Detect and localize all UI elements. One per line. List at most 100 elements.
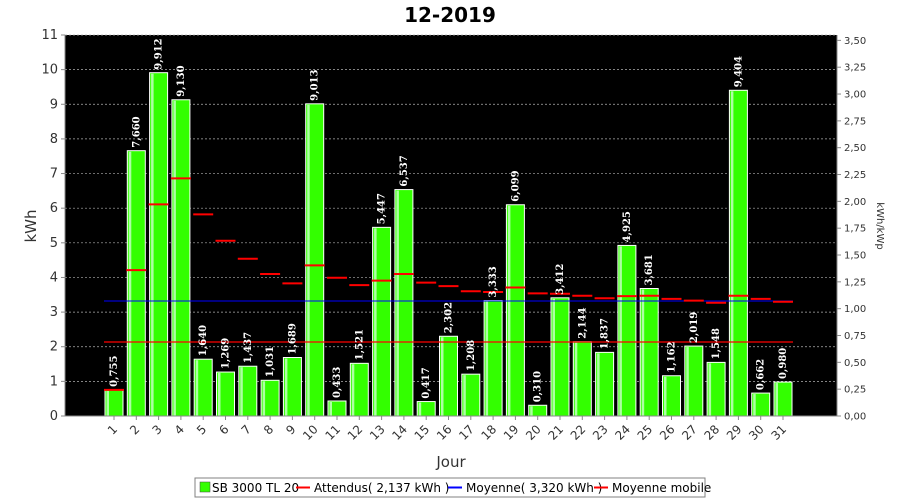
data-label: 1,162	[667, 341, 678, 372]
y-tick-label: 10	[41, 63, 58, 78]
data-label: 1,640	[198, 325, 209, 356]
y2-tick-label: 0,25	[844, 385, 866, 396]
data-label: 7,660	[131, 116, 142, 147]
y-tick-label: 7	[50, 167, 58, 182]
data-label: 1,837	[600, 318, 611, 349]
bar-highlight	[262, 381, 266, 416]
data-label: 9,130	[176, 65, 187, 96]
data-label: 0,310	[533, 371, 544, 402]
bar-highlight	[485, 301, 489, 416]
legend-label: Moyenne mobile	[612, 481, 711, 495]
x-tick-label: 10	[300, 422, 321, 443]
y2-tick-label: 2,50	[844, 143, 866, 154]
legend-swatch	[199, 481, 211, 493]
data-label: 9,912	[154, 38, 165, 69]
x-tick-label: 18	[479, 422, 500, 443]
y2-tick-label: 3,50	[844, 36, 866, 47]
x-tick-label: 1	[105, 422, 120, 437]
x-tick-label: 11	[322, 422, 343, 443]
bar-highlight	[307, 104, 310, 417]
y-tick-label: 2	[50, 340, 58, 355]
data-label: 0,433	[332, 367, 343, 398]
legend-label: Moyenne( 3,320 kWh )	[466, 481, 602, 495]
y2-tick-label: 3,25	[844, 63, 866, 74]
x-tick-label: 8	[261, 422, 276, 437]
y-axis-right: 0,00 0,25 0,50 0,75 1,00 1,25 1,50 1,75 2,00 2,25…	[836, 35, 866, 423]
data-label: 2,144	[577, 307, 588, 338]
bar-highlight	[619, 246, 622, 416]
data-label: 3,412	[555, 263, 566, 294]
data-labels: 0,755 7,660 9,912 9,130 1,640 1,269 1,437 1,031…	[109, 38, 789, 402]
x-tick-label: 24	[612, 422, 633, 443]
bar-highlight	[106, 390, 109, 416]
x-tick-label: 21	[545, 422, 566, 443]
bar-highlight	[597, 353, 600, 416]
x-axis-title: Jour	[435, 453, 466, 471]
y-axis-title: kWh	[22, 209, 40, 242]
data-label: 3,333	[488, 266, 499, 297]
x-tick-label: 7	[239, 422, 254, 437]
bar-highlight	[641, 289, 645, 416]
bar-highlight	[418, 402, 422, 416]
x-tick-label: 17	[456, 422, 477, 443]
y2-tick-label: 2,00	[844, 197, 866, 208]
data-label: 3,681	[644, 254, 655, 285]
bar-highlight	[530, 406, 533, 416]
x-tick-label: 30	[746, 422, 767, 443]
y2-tick-label: 2,25	[844, 170, 866, 181]
y-tick-label: 0	[50, 409, 58, 424]
bar-highlight	[195, 360, 199, 416]
bar-highlight	[552, 298, 555, 416]
y2-tick-label: 1,00	[844, 304, 866, 315]
y2-tick-label: 0,00	[844, 412, 866, 423]
y-tick-label: 6	[50, 201, 58, 216]
x-tick-label: 15	[412, 422, 433, 443]
bar-highlight	[507, 205, 511, 416]
x-tick-label: 31	[768, 422, 789, 443]
x-tick-label: 14	[389, 422, 410, 443]
x-tick-label: 3	[149, 422, 164, 437]
x-tick-label: 12	[345, 422, 366, 443]
data-label: 0,755	[109, 355, 120, 386]
bar-highlight	[284, 358, 288, 416]
data-label: 0,417	[421, 367, 432, 398]
x-tick-label: 4	[172, 422, 187, 437]
bar-highlight	[396, 190, 399, 416]
data-label: 0,662	[756, 359, 767, 390]
moving-average-markers	[104, 177, 793, 391]
bar-highlight	[351, 364, 355, 416]
x-tick-label: 28	[702, 422, 723, 443]
y-tick-label: 3	[50, 305, 58, 320]
y2-tick-label: 0,50	[844, 358, 866, 369]
bar-highlight	[753, 394, 756, 416]
x-tick-label: 20	[523, 422, 544, 443]
y-tick-label: 5	[50, 236, 58, 251]
y2-axis-title: kWh/kWp	[874, 202, 885, 249]
bar-highlight	[686, 347, 689, 416]
x-tick-label: 9	[283, 422, 298, 437]
bar-highlight	[708, 363, 712, 416]
y2-tick-label: 1,25	[844, 277, 866, 288]
x-tick-label: 27	[679, 422, 700, 443]
bar-highlight	[574, 342, 578, 416]
legend-label: Attendus( 2,137 kWh )	[314, 481, 449, 495]
data-label: 9,013	[310, 69, 321, 100]
x-tick-label: 26	[657, 422, 678, 443]
bar-highlight	[463, 375, 466, 416]
data-label: 6,537	[399, 155, 410, 186]
x-tick-label: 29	[724, 422, 745, 443]
data-label: 2,302	[444, 302, 455, 333]
bar-highlight	[218, 373, 221, 416]
bar-highlight	[173, 100, 176, 417]
reference-lines	[104, 300, 793, 343]
data-label: 1,689	[287, 323, 298, 354]
x-tick-label: 16	[434, 422, 455, 443]
data-label: 9,404	[733, 56, 744, 87]
legend: SB 3000 TL 20 Attendus( 2,137 kWh ) Moyenn…	[194, 477, 711, 498]
bar-series	[104, 72, 793, 417]
data-label: 1,269	[221, 338, 232, 369]
data-label: 2,019	[689, 312, 700, 343]
data-label: 1,031	[265, 346, 276, 377]
y2-tick-label: 1,50	[844, 251, 866, 262]
